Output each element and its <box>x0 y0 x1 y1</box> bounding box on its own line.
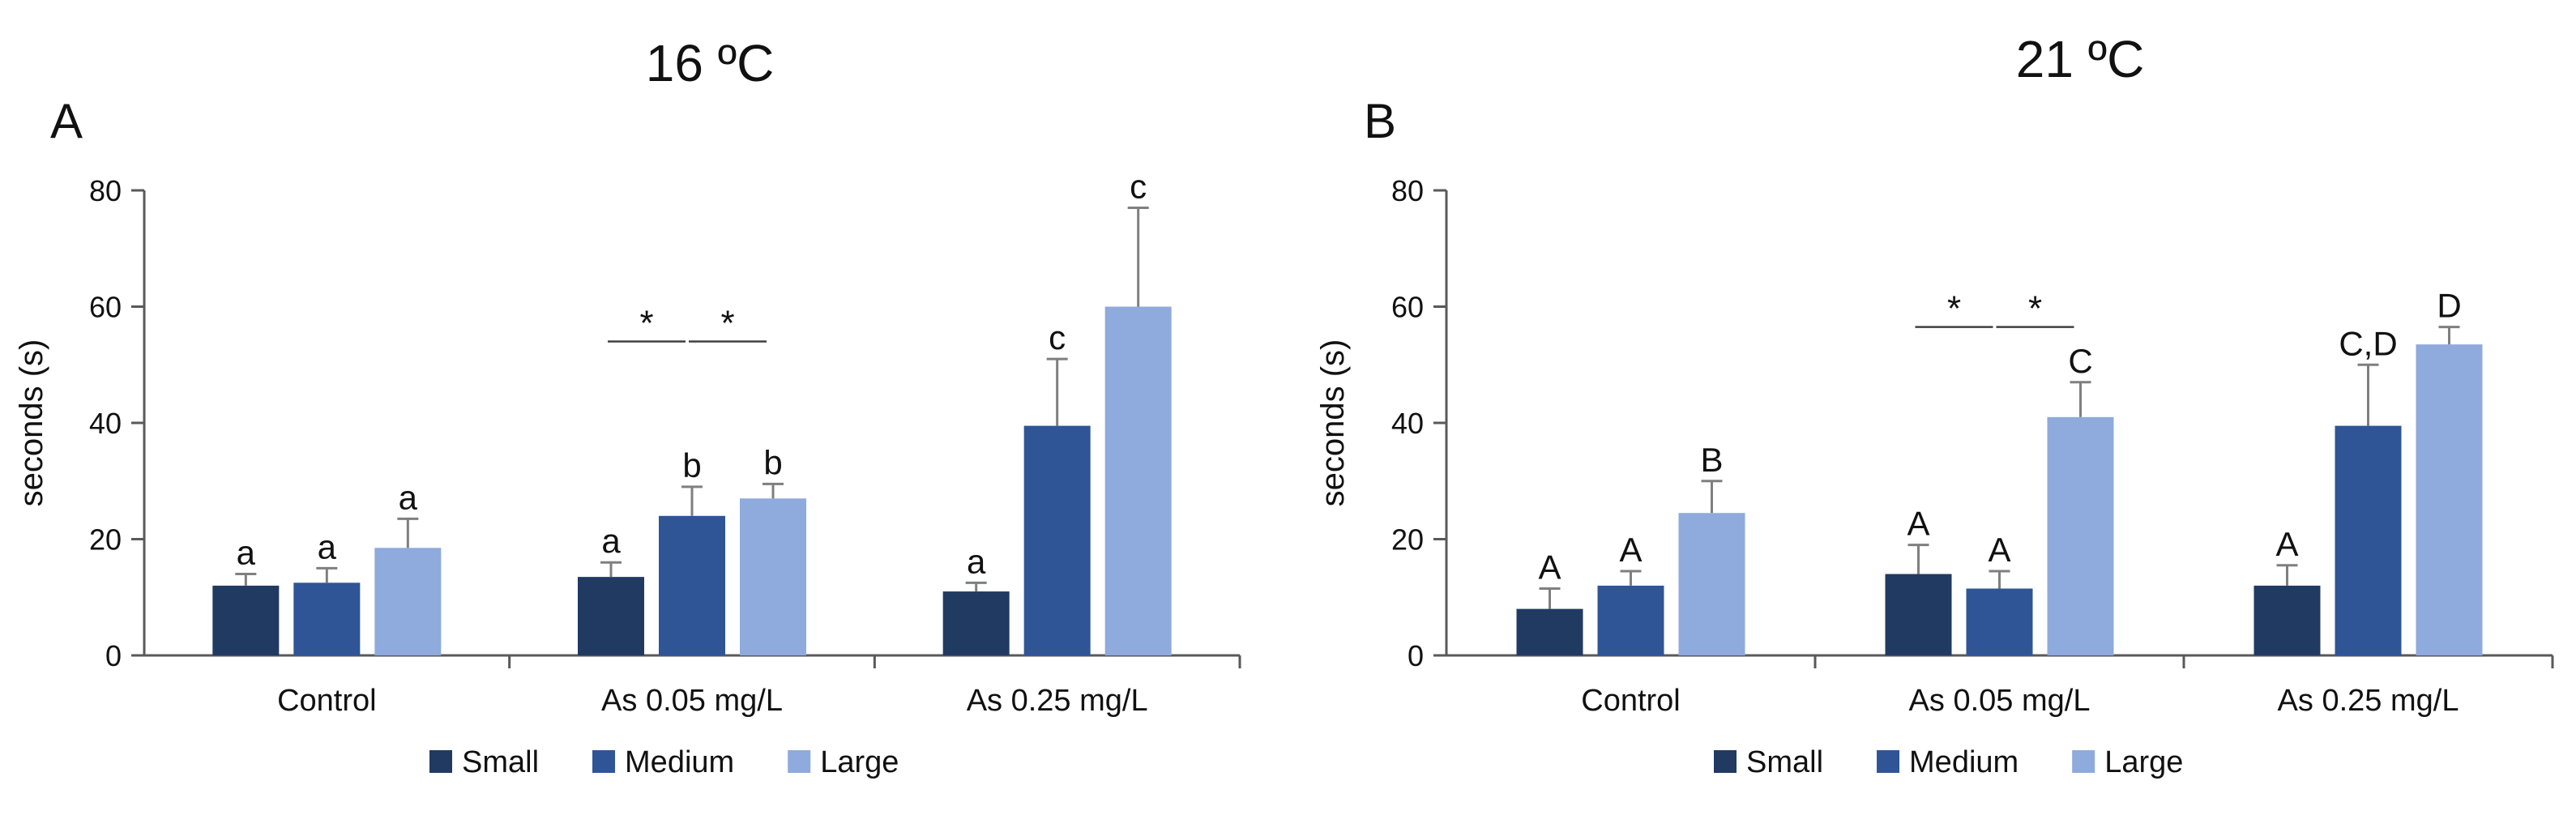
y-tick-label: 0 <box>1408 639 1424 672</box>
y-tick-label: 60 <box>1391 291 1424 324</box>
significance-star: * <box>2028 289 2042 329</box>
legend-label-small: Small <box>1746 745 1823 779</box>
legend-swatch-large <box>788 750 811 773</box>
bar-medium <box>1023 425 1091 655</box>
significance-star: * <box>720 304 734 343</box>
significance-letter: D <box>2437 287 2461 325</box>
y-tick-label: 0 <box>105 639 122 672</box>
panel-letter: A <box>50 94 83 148</box>
x-tick-label: As 0.05 mg/L <box>1909 684 2091 718</box>
significance-letter: c <box>1049 318 1066 356</box>
bar-medium <box>293 582 361 655</box>
bar-medium <box>1597 585 1664 655</box>
legend-swatch-medium <box>1877 750 1900 773</box>
bar-medium <box>1966 588 2033 655</box>
bar-large <box>374 548 442 655</box>
x-tick-label: As 0.05 mg/L <box>601 684 783 718</box>
bar-large <box>1678 513 1745 655</box>
bar-small <box>1516 608 1583 655</box>
legend-label-large: Large <box>820 745 899 779</box>
significance-letter: a <box>601 522 621 560</box>
legend: Small Medium Large <box>1714 745 2183 779</box>
y-tick-label: 40 <box>89 407 122 440</box>
significance-letter: a <box>399 478 418 516</box>
bar-small <box>578 577 644 655</box>
y-tick-label: 60 <box>89 291 122 324</box>
significance-star: * <box>1947 289 1961 329</box>
y-tick-label: 80 <box>89 174 122 207</box>
x-tick-label: Control <box>277 684 377 718</box>
y-axis-label: seconds (s) <box>14 339 49 507</box>
significance-letter: A <box>2275 525 2298 563</box>
bar-large <box>2047 416 2114 655</box>
bar-medium <box>659 515 725 655</box>
significance-letter: A <box>1988 531 2010 569</box>
y-tick-label: 20 <box>1391 523 1424 557</box>
bar-large <box>740 498 806 655</box>
significance-letter: b <box>682 446 701 484</box>
legend-label-medium: Medium <box>1909 745 2019 779</box>
y-axis-label: seconds (s) <box>1315 339 1351 507</box>
significance-letter: A <box>1907 505 1929 543</box>
legend-swatch-medium <box>592 750 616 773</box>
panel-letter: B <box>1364 94 1396 148</box>
legend-label-small: Small <box>462 745 539 779</box>
significance-letter: a <box>318 527 337 565</box>
significance-letter: C,D <box>2339 324 2397 362</box>
significance-letter: a <box>967 542 986 580</box>
bar-small <box>212 585 280 655</box>
significance-letter: A <box>1619 531 1642 569</box>
significance-letter: b <box>763 443 782 481</box>
significance-letter: c <box>1130 168 1147 206</box>
y-tick-label: 20 <box>89 523 122 557</box>
y-tick-label: 40 <box>1391 407 1424 440</box>
legend-swatch-small <box>1714 750 1737 773</box>
bar-small <box>2253 585 2321 655</box>
significance-letter: B <box>1700 441 1723 479</box>
bar-medium <box>2335 425 2402 655</box>
significance-star: * <box>639 304 653 343</box>
y-tick-label: 80 <box>1391 174 1424 207</box>
significance-letter: C <box>2068 342 2092 380</box>
x-tick-label: As 0.25 mg/L <box>2278 684 2459 718</box>
legend: Small Medium Large <box>429 745 899 779</box>
x-tick-label: Control <box>1581 684 1681 718</box>
x-tick-label: As 0.25 mg/L <box>967 684 1148 718</box>
bar-small <box>1885 574 1952 655</box>
bar-small <box>942 591 1010 655</box>
legend-swatch-small <box>429 750 452 773</box>
chart-title: 21 ºC <box>2016 30 2145 88</box>
bar-large <box>1104 306 1172 655</box>
legend-label-medium: Medium <box>625 745 734 779</box>
chart-title: 16 ºC <box>646 34 775 92</box>
significance-letter: a <box>237 534 256 572</box>
bar-large <box>2416 344 2483 655</box>
significance-letter: A <box>1538 548 1561 586</box>
legend-label-large: Large <box>2104 745 2183 779</box>
legend-swatch-large <box>2072 750 2095 773</box>
